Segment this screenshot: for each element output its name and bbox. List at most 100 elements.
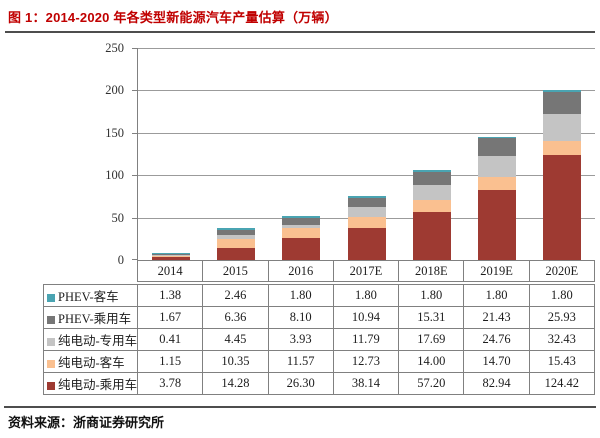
bar-segment	[412, 211, 451, 260]
value-cell: 124.42	[528, 372, 596, 395]
gridline-150	[138, 132, 595, 134]
y-axis-tick	[132, 132, 138, 134]
bar-2015	[216, 227, 255, 260]
value-cell: 15.43	[528, 350, 596, 373]
value-cell: 17.69	[398, 328, 465, 351]
legend-label: 纯电动-客车	[58, 356, 125, 370]
legend-label: PHEV-客车	[58, 290, 119, 304]
value-cell: 11.57	[267, 350, 334, 373]
value-cell: 15.31	[398, 306, 465, 329]
table-row: 纯电动-乘用车 3.78 14.28 26.30 38.14 57.20 82.94 124.…	[43, 372, 596, 395]
bar-segment	[216, 247, 255, 260]
value-cell: 1.80	[463, 284, 530, 307]
legend-swatch-icon	[47, 316, 55, 324]
value-cell: 1.80	[267, 284, 334, 307]
bar-2018E	[412, 170, 451, 260]
legend-swatch-icon	[47, 360, 55, 368]
legend-swatch-icon	[47, 382, 55, 390]
bar-segment	[347, 197, 386, 207]
bar-segment	[216, 235, 255, 240]
bar-segment	[216, 229, 255, 236]
bar-segment	[282, 237, 321, 260]
legend-swatch-icon	[47, 294, 55, 302]
value-cell: 6.36	[202, 306, 269, 329]
legend-cell: PHEV-乘用车	[43, 306, 138, 329]
value-cell: 3.78	[136, 372, 204, 395]
value-cell: 10.35	[202, 350, 269, 373]
bar-segment	[543, 113, 582, 142]
bar-segment	[216, 239, 255, 248]
value-cell: 8.10	[267, 306, 334, 329]
footer-divider	[4, 406, 596, 408]
value-cell: 11.79	[332, 328, 400, 351]
bar-segment	[478, 156, 517, 178]
legend-label: PHEV-乘用车	[58, 312, 132, 326]
gridline-250	[138, 48, 595, 49]
table-row: 纯电动-专用车 0.41 4.45 3.93 11.79 17.69 24.76 32.43	[43, 328, 596, 351]
gridline-200	[138, 90, 595, 92]
bar-segment	[216, 227, 255, 230]
bar-segment	[347, 196, 386, 198]
bar-segment	[347, 206, 386, 217]
bar-segment	[151, 254, 190, 256]
y-axis-tick	[132, 90, 138, 92]
year-header-cell: 2018E	[398, 260, 465, 282]
bar-segment	[543, 90, 582, 92]
value-cell: 14.70	[463, 350, 530, 373]
y-tick-label: 200	[105, 83, 124, 98]
bar-segment	[282, 224, 321, 228]
bar-segment	[347, 227, 386, 260]
bar-segment	[478, 189, 517, 260]
value-cell: 3.93	[267, 328, 334, 351]
value-cell: 4.45	[202, 328, 269, 351]
value-cell: 1.80	[528, 284, 596, 307]
bar-segment	[543, 141, 582, 155]
bar-2017E	[347, 196, 386, 260]
bar-segment	[151, 255, 190, 257]
year-header-table: 2014 2015 2016 2017E 2018E 2019E 2020E	[136, 260, 596, 282]
y-axis-labels: 0 50 100 150 200 250	[88, 41, 132, 267]
bar-segment	[282, 227, 321, 238]
legend-cell: 纯电动-客车	[43, 350, 138, 373]
year-header-cell: 2019E	[463, 260, 530, 282]
bar-segment	[543, 154, 582, 260]
value-cell: 1.80	[398, 284, 465, 307]
title-divider	[5, 31, 595, 33]
y-axis-tick	[132, 217, 138, 219]
bar-segment	[412, 199, 451, 212]
year-header-cell: 2015	[202, 260, 269, 282]
legend-cell: 纯电动-专用车	[43, 328, 138, 351]
legend-swatch-icon	[47, 338, 55, 346]
bar-2014	[151, 252, 190, 260]
y-axis-tick	[132, 175, 138, 177]
value-cell: 26.30	[267, 372, 334, 395]
table-row: PHEV-客车 1.38 2.46 1.80 1.80 1.80 1.80 1.80	[43, 284, 596, 307]
y-tick-label: 250	[105, 41, 124, 55]
year-header-cell: 2017E	[332, 260, 400, 282]
bar-segment	[151, 256, 190, 260]
year-header-cell: 2014	[136, 260, 204, 282]
table-row: PHEV-乘用车 1.67 6.36 8.10 10.94 15.31 21.43 25.93	[43, 306, 596, 329]
value-cell: 25.93	[528, 306, 596, 329]
value-cell: 82.94	[463, 372, 530, 395]
legend-label: 纯电动-专用车	[58, 334, 138, 348]
legend-cell: 纯电动-乘用车	[43, 372, 138, 395]
bar-segment	[412, 184, 451, 200]
y-axis-tick	[132, 48, 138, 49]
bar-segment	[478, 177, 517, 190]
value-cell: 32.43	[528, 328, 596, 351]
legend-cell: PHEV-客车	[43, 284, 138, 307]
figure-title: 图 1：2014-2020 年各类型新能源汽车产量估算（万辆）	[8, 10, 338, 25]
value-cell: 1.67	[136, 306, 204, 329]
bar-segment	[151, 252, 190, 255]
bar-segment	[478, 138, 517, 157]
table-row: 纯电动-客车 1.15 10.35 11.57 12.73 14.00 14.70 15.43	[43, 350, 596, 373]
value-cell: 38.14	[332, 372, 400, 395]
y-axis-tick	[132, 259, 138, 260]
value-cell: 1.15	[136, 350, 204, 373]
y-tick-label: 0	[117, 253, 124, 267]
value-cell: 1.38	[136, 284, 204, 307]
plot-area	[132, 48, 595, 261]
value-cell: 10.94	[332, 306, 400, 329]
